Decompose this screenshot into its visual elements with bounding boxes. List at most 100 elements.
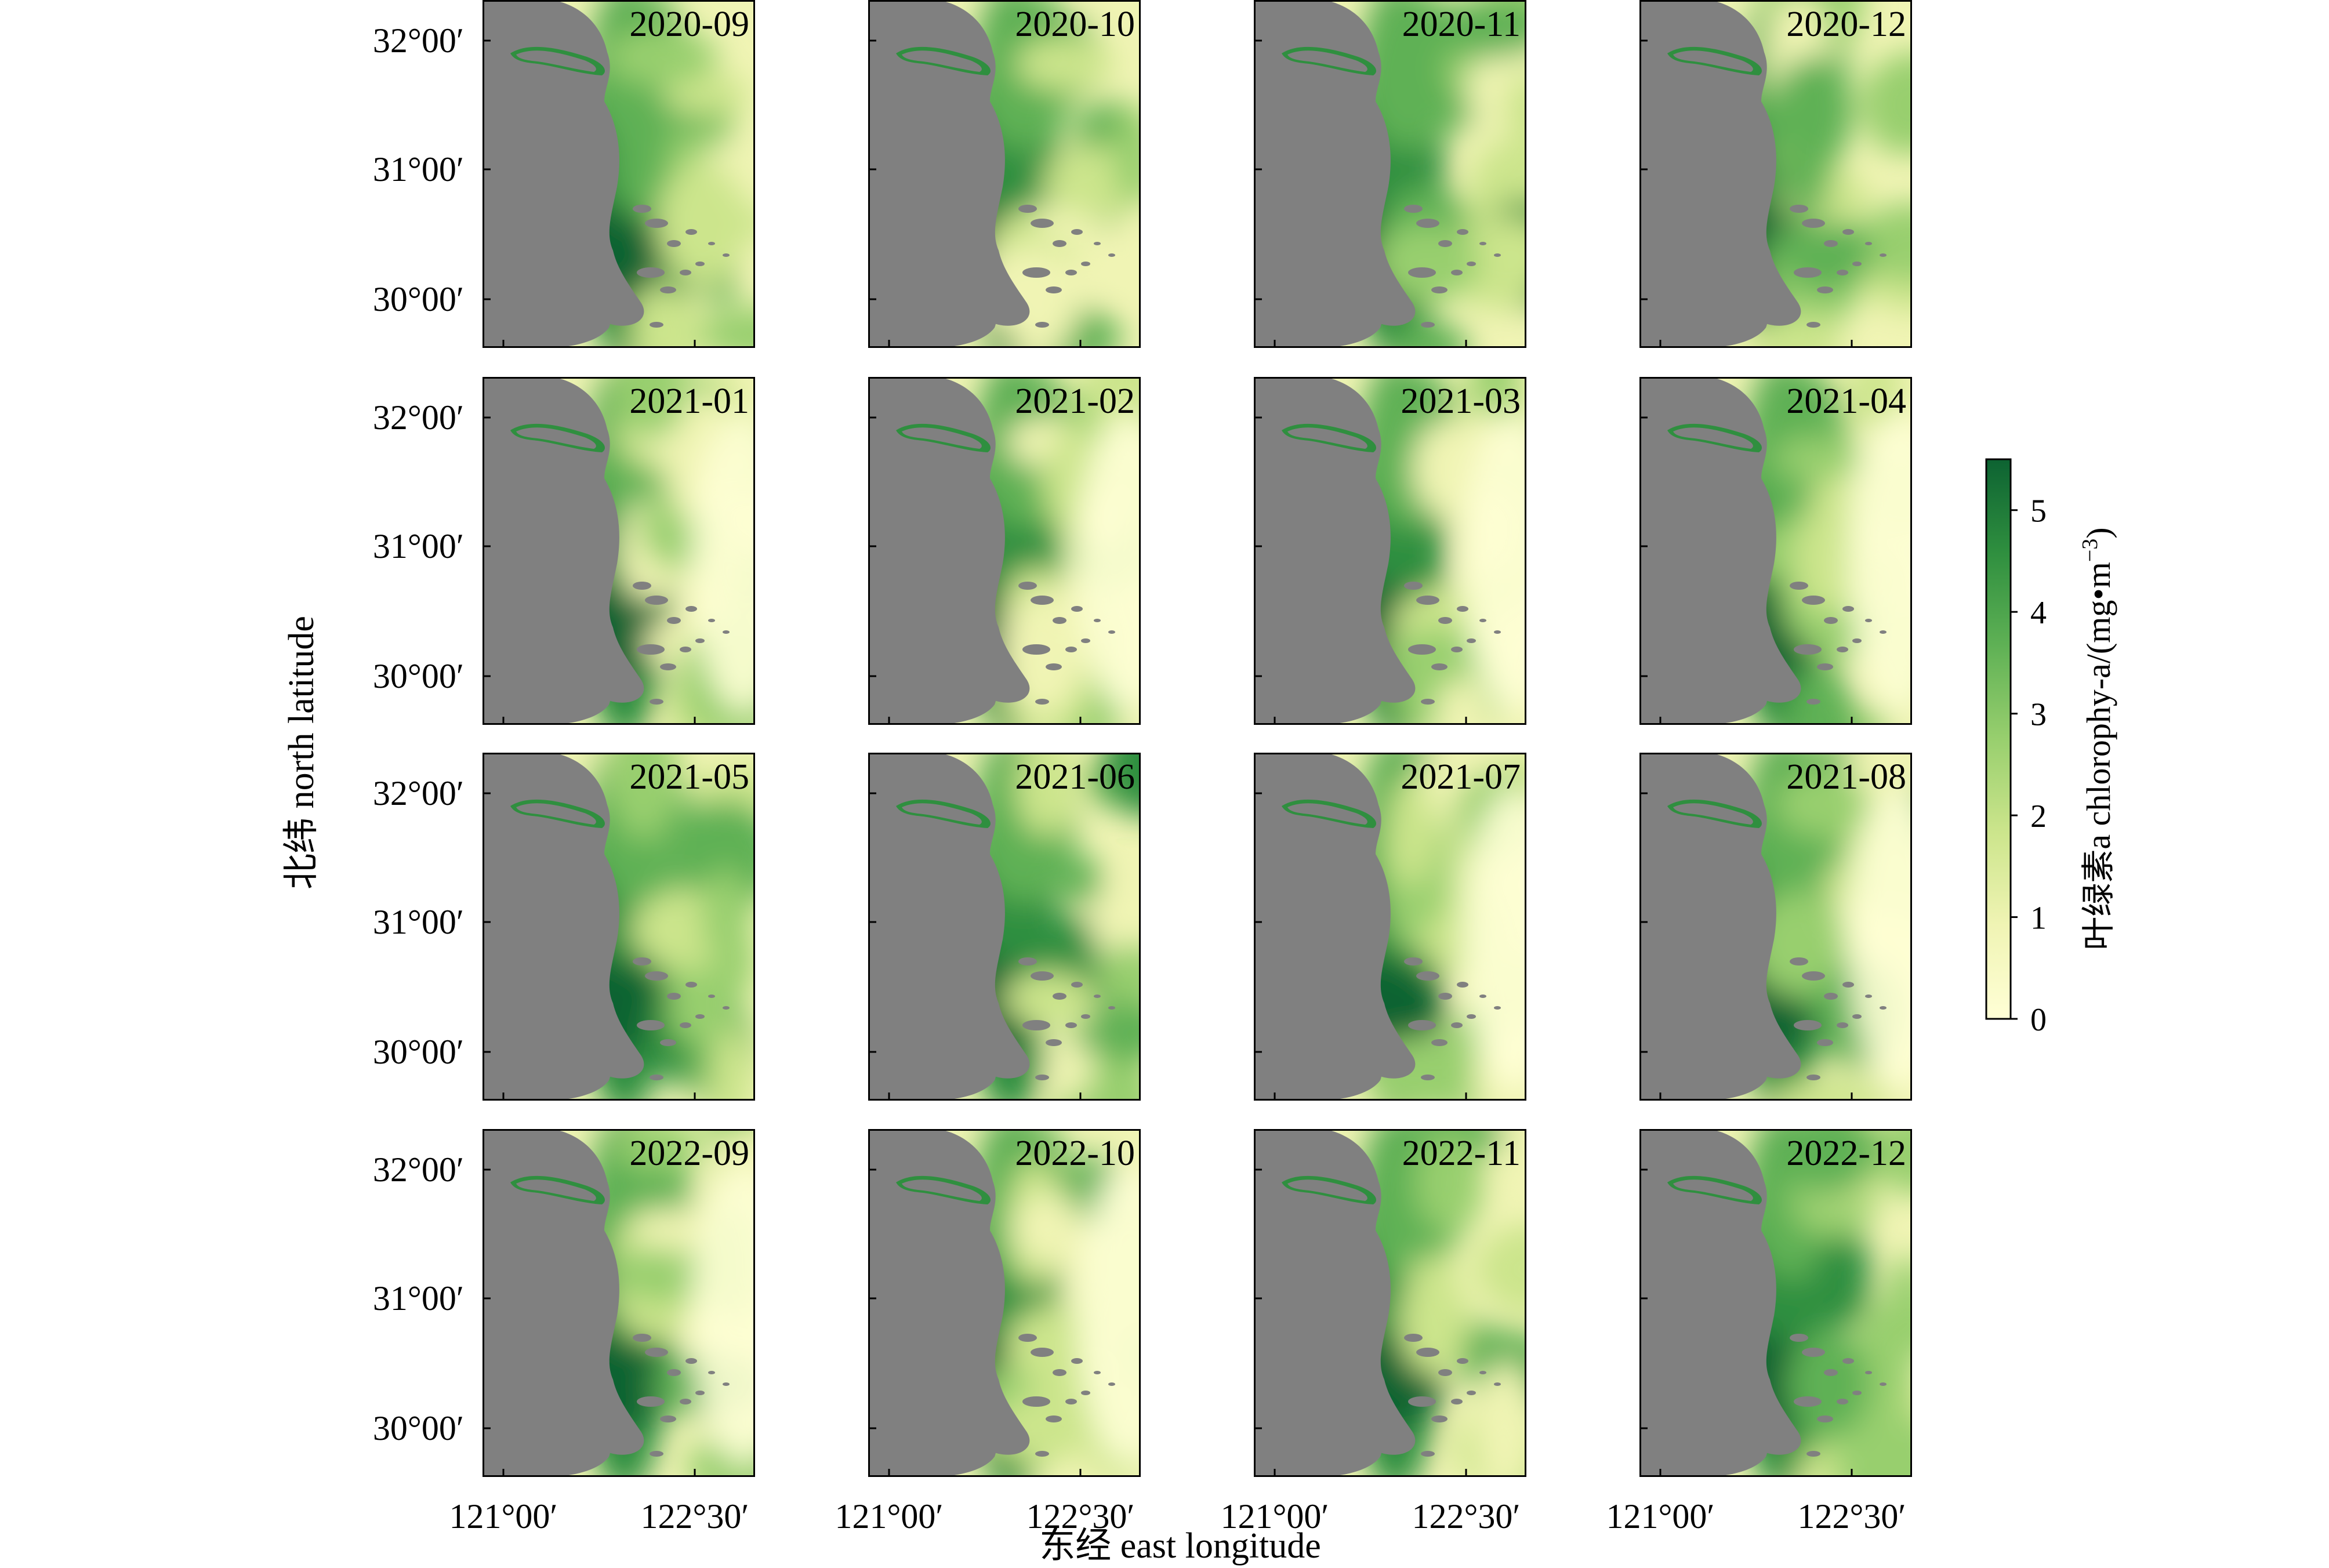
panel-frame [1254,1129,1526,1477]
map-panel: 2021-08 [1639,753,1912,1101]
small-island [685,229,697,235]
panel-frame [1639,377,1912,725]
small-island [1438,993,1452,1000]
small-island [1416,219,1439,228]
small-island [1035,699,1049,705]
panel-frame [868,377,1141,725]
panel-date-label: 2020-10 [1015,5,1135,44]
land-mass [483,0,644,326]
small-island [1065,1399,1077,1404]
map-panel: 2021-07 [1254,753,1526,1101]
small-island [1022,267,1050,278]
small-island [1852,1014,1862,1019]
land-mass [868,377,1030,703]
longitude-tick-label: 122°30′ [1412,1497,1520,1536]
small-island [1053,240,1066,247]
land-mass [1639,377,1801,703]
map-panel: 2022-12 [1639,1129,1912,1477]
island [1287,803,1367,825]
small-island [1865,994,1872,998]
small-island [1404,205,1423,213]
small-island [1408,1020,1436,1030]
small-island [1071,606,1083,612]
small-island [1431,1039,1448,1046]
small-island [1081,638,1090,643]
small-island [1467,262,1476,266]
small-island [645,219,668,228]
panel-frame [1254,753,1526,1101]
small-island [680,647,691,652]
small-island [1457,606,1468,612]
small-island [1817,1415,1833,1422]
small-island [1880,1006,1887,1010]
small-island [1065,270,1077,275]
map-panel: 2020-10 [868,0,1141,348]
small-island [1431,663,1448,670]
small-island [633,1334,651,1342]
land-mass-south [868,248,997,348]
panel-frame [483,753,755,1101]
panel-frame [868,0,1141,348]
map-panel: 2022-09 [483,1129,755,1477]
small-island [1035,1451,1049,1457]
panel-date-label: 2020-09 [629,5,749,44]
small-island [1431,286,1448,293]
small-island [1852,262,1862,266]
small-island [1837,1022,1848,1028]
colorbar-title-superscript: −3 [2078,539,2102,562]
small-island [1780,1062,1801,1070]
panel-date-label: 2021-05 [629,757,749,797]
small-island [1094,994,1101,998]
small-island [1031,219,1054,228]
map-panel: 2021-05 [483,753,755,1101]
panel-frame [868,1129,1141,1477]
colorbar-tick-label: 3 [2030,697,2047,733]
small-island [1031,971,1054,981]
map-panel: 2020-11 [1254,0,1526,348]
small-island [1018,205,1037,213]
small-island [1479,1371,1486,1374]
longitude-tick-labels: 121°00′ 122°30′ 121°00′ 122°30′ 121°00′ 122°3… [449,1497,1906,1536]
panel-date-label: 2021-08 [1786,757,1906,797]
small-island [1094,242,1101,245]
small-island [667,1369,681,1376]
panel-frame [483,0,755,348]
small-island [1071,982,1083,988]
colorbar-tick-label: 0 [2030,1002,2047,1038]
small-island [1806,1451,1820,1457]
small-island [1780,309,1801,317]
small-island [667,617,681,624]
small-island [1008,1062,1029,1070]
small-island [685,982,697,988]
small-island [1022,644,1050,655]
small-island [1494,630,1501,634]
land-mass-south [483,248,611,348]
small-island [1865,619,1872,622]
small-island [1394,309,1415,317]
small-island [723,1006,730,1010]
small-island [1031,1348,1054,1357]
small-island [1408,1396,1436,1407]
land-mass [1639,1129,1801,1455]
small-island [1824,1369,1838,1376]
small-island [645,971,668,981]
panel-frame [1639,1129,1912,1477]
panel-frame [1639,753,1912,1101]
small-island [723,630,730,634]
panel-date-label: 2020-12 [1786,5,1906,44]
colorbar: 0 1 2 3 4 5 叶绿素a chlorophy-a/(mg•m−3) [1985,458,2117,1038]
panel-date-label: 2022-09 [629,1134,749,1173]
small-island [1438,617,1452,624]
panel-frame [868,753,1141,1101]
small-island [1467,1391,1476,1395]
small-island [1404,582,1423,590]
small-island [1408,267,1436,278]
map-panel: 2021-03 [1254,377,1526,725]
latitude-tick-label: 32°00′ [373,21,464,60]
latitude-tick-label: 31°00′ [373,1279,464,1317]
small-island [637,1396,665,1407]
small-island [1081,1391,1090,1395]
small-island [1053,617,1066,624]
small-island [1108,1006,1115,1010]
